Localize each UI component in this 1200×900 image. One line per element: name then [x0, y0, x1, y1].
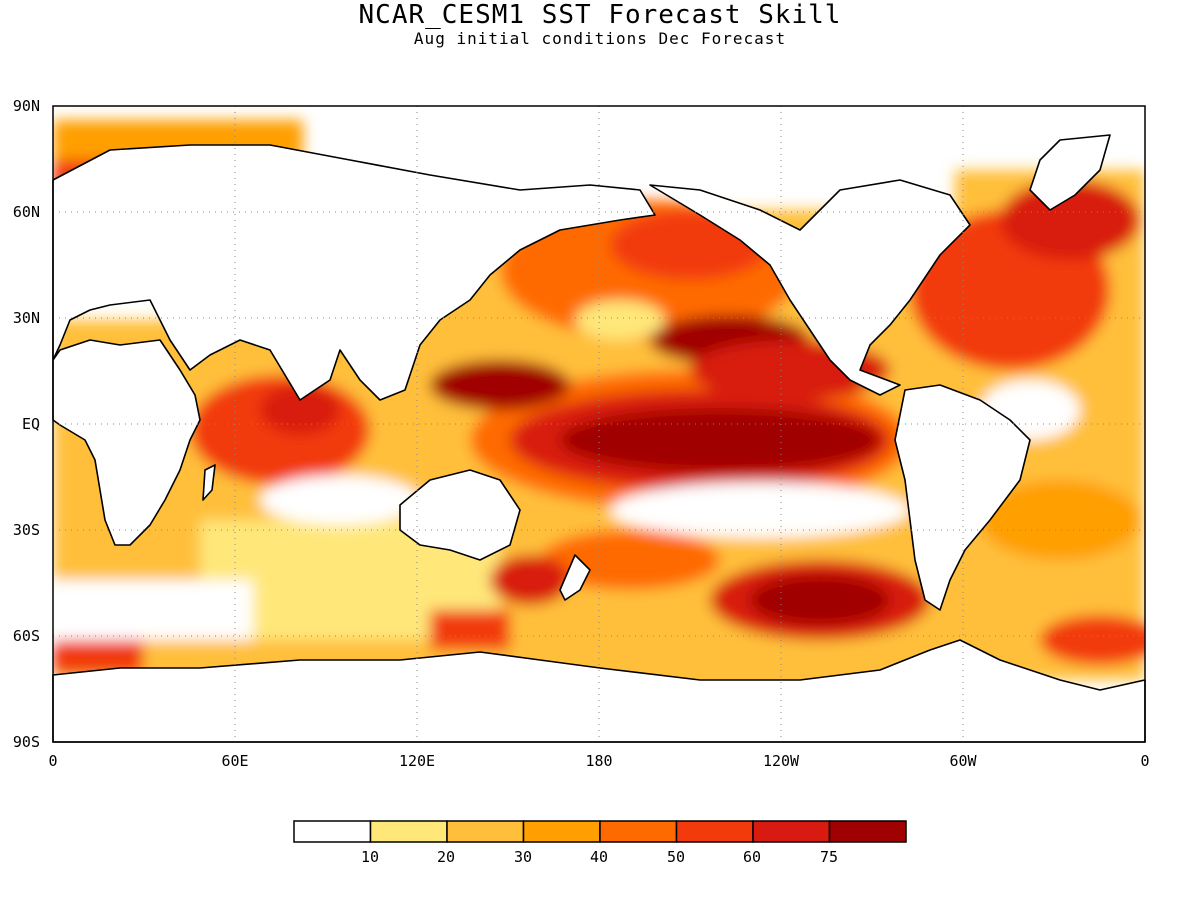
lat-label: EQ	[22, 415, 40, 433]
lat-label: 90S	[13, 733, 40, 751]
gridlines	[53, 106, 1145, 742]
africa-land	[52, 339, 201, 546]
australia-land	[399, 469, 521, 561]
lon-label: 180	[585, 752, 612, 770]
color-legend: 10 20 30 40 50 60 75	[293, 820, 907, 866]
lat-label: 30N	[13, 309, 40, 327]
lon-label: 60E	[221, 752, 248, 770]
legend-label: 10	[361, 848, 379, 866]
legend-swatch	[369, 820, 448, 843]
map-frame	[52, 105, 1146, 743]
north-america-land	[649, 179, 971, 396]
legend-swatch	[675, 820, 754, 843]
coastlines	[52, 134, 1146, 743]
lon-label: 0	[48, 752, 57, 770]
legend-label: 75	[820, 848, 838, 866]
lat-label: 60S	[13, 627, 40, 645]
chart-title: NCAR_CESM1 SST Forecast Skill	[358, 0, 842, 30]
madagascar-land	[202, 464, 216, 501]
lon-label: 120E	[399, 752, 435, 770]
greenland-land	[1029, 134, 1111, 211]
legend-swatch	[522, 820, 601, 843]
lat-label: 90N	[13, 97, 40, 115]
legend-swatch	[752, 820, 831, 843]
eurasia-africa-land	[52, 144, 656, 401]
antarctica-land	[52, 639, 1146, 743]
legend-swatch	[828, 820, 907, 843]
legend-label: 50	[667, 848, 685, 866]
lon-axis: 0 60E 120E 180 120W 60W 0	[48, 752, 1149, 770]
lat-label: 30S	[13, 521, 40, 539]
lat-axis: 90N 60N 30N EQ 30S 60S 90S	[13, 97, 40, 751]
legend-swatch	[599, 820, 678, 843]
legend-label: 40	[590, 848, 608, 866]
lat-label: 60N	[13, 203, 40, 221]
legend-label: 60	[743, 848, 761, 866]
lon-label: 60W	[949, 752, 977, 770]
lon-label: 0	[1140, 752, 1149, 770]
legend-label: 30	[514, 848, 532, 866]
legend-swatch	[446, 820, 525, 843]
lon-label: 120W	[763, 752, 800, 770]
new-zealand-land	[559, 554, 591, 601]
legend-swatch	[293, 820, 372, 843]
chart-subtitle: Aug initial conditions Dec Forecast	[413, 29, 787, 48]
legend-label: 20	[437, 848, 455, 866]
south-america-land	[894, 384, 1031, 611]
